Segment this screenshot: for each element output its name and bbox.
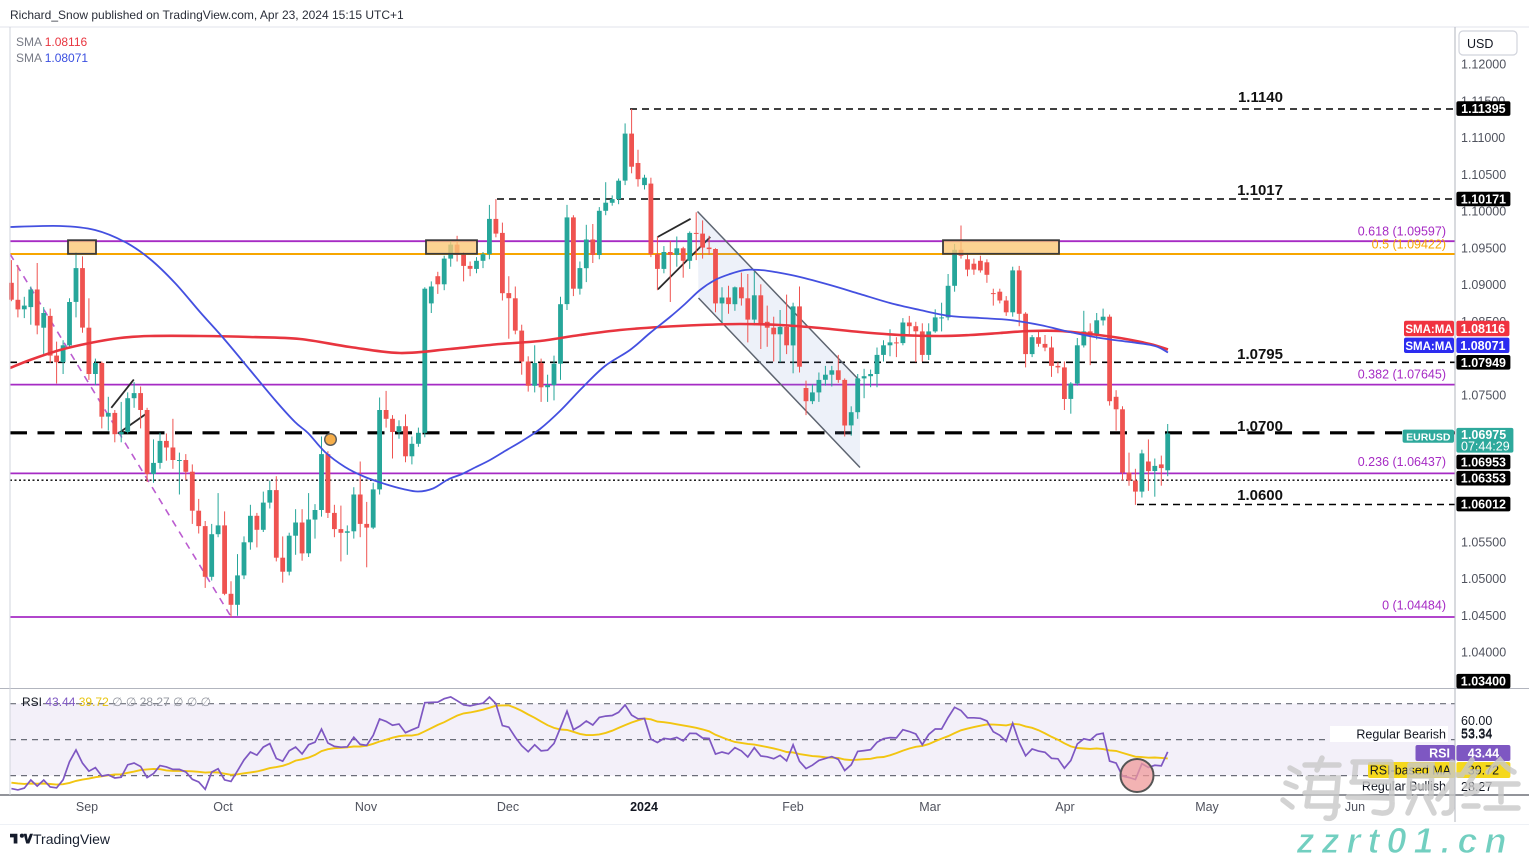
- svg-text:1.08071: 1.08071: [1460, 339, 1505, 353]
- svg-text:1.06975: 1.06975: [1461, 428, 1506, 442]
- svg-text:43.44: 43.44: [1468, 747, 1499, 761]
- svg-text:Richard_Snow published on Trad: Richard_Snow published on TradingView.co…: [10, 8, 404, 22]
- svg-text:1.05500: 1.05500: [1461, 535, 1506, 549]
- svg-text:SMA:MA: SMA:MA: [1405, 341, 1452, 353]
- svg-text:1.07500: 1.07500: [1461, 388, 1506, 402]
- svg-text:1.0700: 1.0700: [1237, 418, 1283, 435]
- svg-text:1.06012: 1.06012: [1461, 498, 1506, 512]
- svg-text:2024: 2024: [630, 800, 658, 814]
- svg-text:Feb: Feb: [782, 800, 804, 814]
- svg-text:0.5 (1.09422): 0.5 (1.09422): [1372, 238, 1446, 252]
- svg-text:1.08116: 1.08116: [1461, 322, 1506, 336]
- svg-text:1.09000: 1.09000: [1461, 278, 1506, 292]
- svg-text:1.10500: 1.10500: [1461, 168, 1506, 182]
- svg-text:53.34: 53.34: [1461, 728, 1492, 742]
- svg-text:May: May: [1195, 800, 1219, 814]
- svg-text:EURUSD: EURUSD: [1406, 432, 1451, 444]
- svg-text:Jun: Jun: [1345, 800, 1365, 814]
- svg-text:1.06353: 1.06353: [1461, 472, 1506, 486]
- svg-text:07:44:29: 07:44:29: [1461, 440, 1510, 454]
- svg-text:1.0795: 1.0795: [1237, 346, 1283, 363]
- svg-text:1.11000: 1.11000: [1461, 131, 1505, 145]
- svg-text:1.04500: 1.04500: [1461, 609, 1506, 623]
- svg-text:1.10000: 1.10000: [1461, 205, 1506, 219]
- svg-text:Regular Bearish: Regular Bearish: [1356, 728, 1446, 742]
- svg-text:SMA 1.08071: SMA 1.08071: [16, 51, 88, 65]
- svg-text:1.10171: 1.10171: [1461, 193, 1506, 207]
- svg-text:0.236 (1.06437): 0.236 (1.06437): [1358, 455, 1446, 469]
- svg-text:53.34: 53.34: [1461, 727, 1492, 741]
- svg-text:1.04000: 1.04000: [1461, 646, 1506, 660]
- svg-text:RSI: RSI: [1429, 747, 1450, 761]
- svg-text:SMA:MA: SMA:MA: [1405, 324, 1452, 336]
- svg-text:RSI 43.44 39.72 ∅ ∅ 28.27 ∅ ∅: RSI 43.44 39.72 ∅ ∅ 28.27 ∅ ∅ ∅: [22, 695, 211, 709]
- svg-text:TradingView: TradingView: [33, 831, 111, 847]
- svg-text:1.1017: 1.1017: [1237, 182, 1283, 199]
- svg-text:1.1140: 1.1140: [1238, 89, 1283, 106]
- svg-text:Oct: Oct: [213, 800, 233, 814]
- svg-text:zzrt01.cn: zzrt01.cn: [1295, 820, 1513, 857]
- svg-text:1.03400: 1.03400: [1461, 675, 1506, 689]
- svg-text:60.00: 60.00: [1461, 714, 1492, 728]
- svg-text:1.0600: 1.0600: [1237, 487, 1283, 504]
- svg-text:Sep: Sep: [76, 800, 98, 814]
- svg-text:1.06953: 1.06953: [1461, 456, 1506, 470]
- svg-text:0.382 (1.07645): 0.382 (1.07645): [1358, 368, 1446, 382]
- svg-text:USD: USD: [1467, 37, 1493, 51]
- svg-text:1.09500: 1.09500: [1461, 241, 1506, 255]
- svg-text:1.07949: 1.07949: [1461, 356, 1506, 370]
- svg-text:0 (1.04484): 0 (1.04484): [1382, 599, 1446, 613]
- svg-text:1.11395: 1.11395: [1461, 102, 1506, 116]
- svg-text:0.618 (1.09597): 0.618 (1.09597): [1358, 225, 1446, 239]
- svg-text:SMA 1.08116: SMA 1.08116: [16, 35, 88, 49]
- svg-text:Nov: Nov: [355, 800, 378, 814]
- svg-text:1.05000: 1.05000: [1461, 572, 1506, 586]
- svg-text:1.12000: 1.12000: [1461, 58, 1506, 72]
- svg-text:Mar: Mar: [919, 800, 941, 814]
- svg-text:Dec: Dec: [497, 800, 519, 814]
- svg-text:Apr: Apr: [1055, 800, 1074, 814]
